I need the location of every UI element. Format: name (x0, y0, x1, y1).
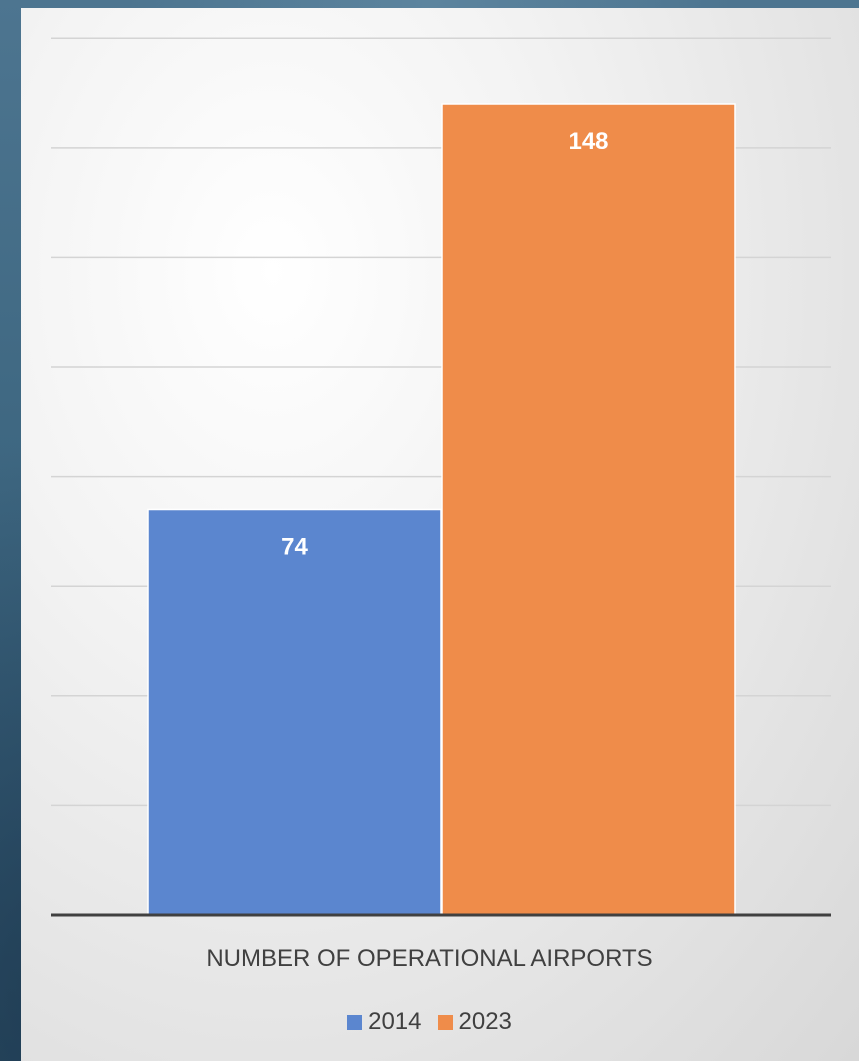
bar-2023 (441, 103, 736, 916)
x-axis-category-label: NUMBER OF OPERATIONAL AIRPORTS (206, 945, 653, 972)
legend-item-2023: 2023 (437, 1008, 512, 1036)
bars (147, 103, 736, 916)
bar-2014 (147, 508, 442, 916)
legend-item-2014: 2014 (347, 1008, 422, 1036)
legend-swatch-2014 (347, 1014, 363, 1030)
legend-label-2014: 2014 (368, 1008, 422, 1035)
legend-label-2023: 2023 (458, 1008, 512, 1035)
legend: 2014 2023 (0, 1008, 859, 1036)
legend-swatch-2023 (437, 1014, 453, 1030)
data-label-2014: 74 (281, 534, 308, 561)
data-label-2023: 148 (568, 128, 608, 155)
data-labels: 74 148 (281, 128, 608, 561)
